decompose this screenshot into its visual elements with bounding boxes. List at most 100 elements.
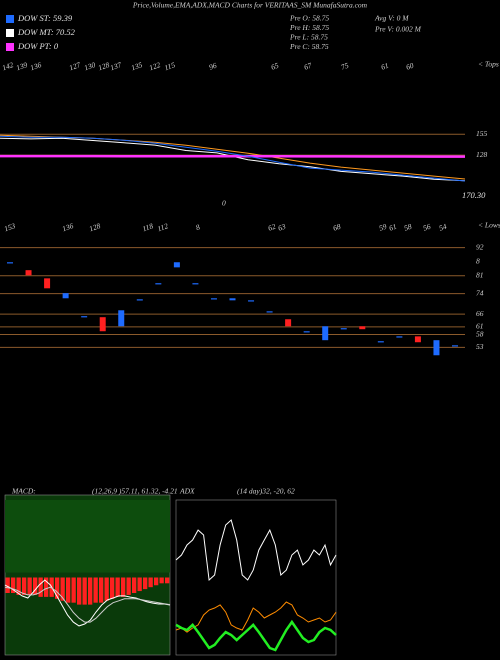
- tops-label: 115: [163, 60, 176, 72]
- legend-label: DOW ST: 59.39: [17, 13, 73, 23]
- last-price: 170.30: [462, 190, 486, 200]
- adx-params: (14 day)32, -20, 62: [237, 487, 295, 496]
- tops-caption: < Tops: [478, 60, 499, 69]
- candle-body: [62, 293, 69, 299]
- series-line: [175, 601, 337, 633]
- histogram-bar: [154, 577, 159, 586]
- histogram-bar: [137, 577, 142, 592]
- histogram-bar: [165, 577, 170, 584]
- lows-label: 58: [403, 222, 413, 233]
- histogram-bar: [55, 577, 60, 599]
- histogram-bar: [99, 577, 104, 603]
- series-line: [175, 519, 337, 582]
- histogram-bar: [60, 577, 65, 601]
- lows-label: 59: [378, 222, 388, 233]
- lows-label: 136: [61, 221, 75, 233]
- candle-body: [414, 336, 421, 343]
- candle-body: [303, 331, 310, 333]
- tops-label: 75: [340, 61, 350, 72]
- histogram-bar: [33, 577, 38, 595]
- legend-label: DOW MT: 70.52: [17, 27, 76, 37]
- legend-swatch: [6, 29, 14, 37]
- adx-panel: [175, 499, 337, 656]
- series-line: [175, 619, 337, 652]
- adx-label: ADX: [179, 487, 195, 496]
- histogram-bar: [93, 577, 98, 603]
- histogram-bar: [27, 577, 32, 595]
- lows-label: 8: [194, 222, 201, 232]
- histogram-bar: [11, 577, 16, 593]
- info-text: Pre H: 58.75: [289, 23, 329, 32]
- lows-label: 54: [438, 222, 448, 233]
- histogram-bar: [82, 577, 87, 605]
- candle-body: [266, 311, 273, 313]
- lows-label: 63: [277, 222, 287, 233]
- histogram-bar: [88, 577, 93, 605]
- candle-body: [248, 300, 255, 302]
- histogram-bar: [22, 577, 27, 595]
- histogram-bar: [38, 577, 43, 597]
- y-tick-label: 92: [476, 242, 484, 251]
- tops-label: 60: [405, 61, 415, 72]
- histogram-bar: [143, 577, 148, 590]
- info-text: Pre C: 58.75: [289, 42, 329, 51]
- tops-label: 135: [130, 60, 144, 72]
- info-text: Pre L: 58.75: [289, 33, 328, 42]
- info-text: Pre V: 0.002 M: [374, 25, 422, 34]
- lows-caption: < Lows: [478, 221, 500, 230]
- candle-body: [433, 340, 440, 356]
- histogram-bar: [77, 577, 82, 605]
- tops-label: 142: [1, 60, 15, 72]
- info-text: Avg V: 0 M: [374, 14, 409, 23]
- candle-body: [377, 341, 384, 343]
- info-text: Pre O: 58.75: [289, 14, 329, 23]
- histogram-bar: [71, 577, 76, 603]
- lows-label: 128: [88, 221, 102, 233]
- candle-body: [25, 270, 32, 276]
- y-tick-label: 58: [476, 329, 484, 338]
- lows-label: 68: [332, 222, 342, 233]
- legend-swatch: [6, 43, 14, 51]
- histogram-bar: [66, 577, 71, 603]
- tops-label: 96: [208, 61, 218, 72]
- candle-body: [44, 278, 51, 289]
- candle-body: [322, 326, 329, 341]
- lows-label: 62: [267, 222, 277, 233]
- histogram-bar: [126, 577, 131, 595]
- y-tick-label: 81: [476, 270, 484, 279]
- candle-body: [192, 283, 199, 285]
- series-line: [4, 586, 171, 623]
- histogram-bar: [159, 577, 164, 584]
- histogram-bar: [16, 577, 21, 595]
- candle-body: [396, 336, 403, 338]
- histogram-bar: [115, 577, 120, 597]
- candle-body: [210, 298, 217, 300]
- histogram-bar: [104, 577, 109, 601]
- y-tick-label: 128: [476, 150, 488, 159]
- mid-label: 0: [222, 199, 226, 208]
- candle-body: [340, 328, 347, 330]
- candle-body: [359, 326, 366, 330]
- lows-label: 61: [388, 222, 398, 233]
- tops-label: 128: [97, 60, 111, 72]
- candle-body: [7, 262, 13, 264]
- legend-label: DOW PT: 0: [17, 41, 59, 51]
- lows-label: 118: [141, 221, 154, 233]
- lows-label: 153: [3, 221, 17, 233]
- macd-zero-band: [5, 500, 170, 573]
- histogram-bar: [132, 577, 137, 593]
- candle-body: [155, 283, 162, 285]
- histogram-bar: [44, 577, 49, 597]
- candle-body: [118, 310, 125, 327]
- tops-label: 122: [148, 60, 162, 72]
- tops-label: 127: [68, 60, 82, 72]
- macd-params: (12,26,9 )57.11, 61.32, -4.21: [92, 487, 178, 496]
- candle-body: [229, 298, 236, 301]
- tops-label: 139: [15, 60, 29, 72]
- tops-label: 67: [303, 61, 313, 72]
- histogram-bar: [110, 577, 115, 599]
- candle-body: [81, 316, 88, 318]
- histogram-bar: [148, 577, 153, 588]
